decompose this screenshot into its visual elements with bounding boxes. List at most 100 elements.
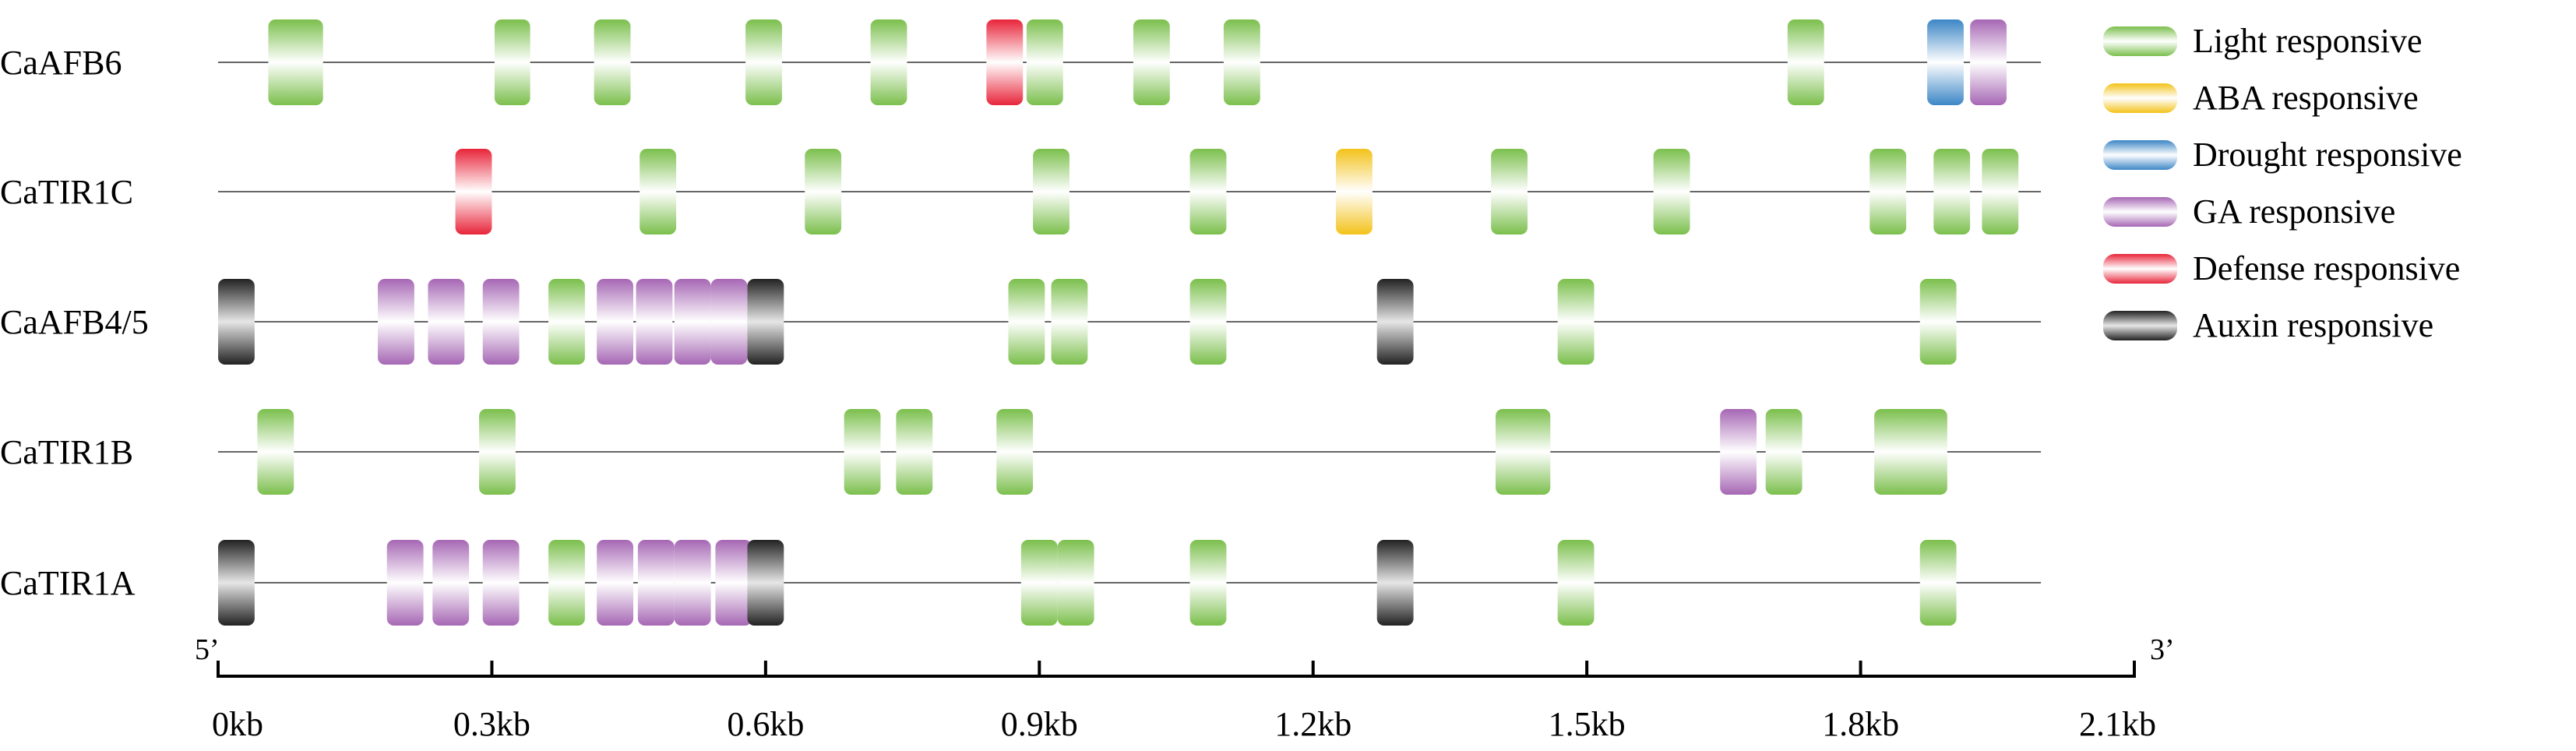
gene-name: CaTIR1C: [0, 173, 133, 211]
axis-tick-label: 1.2kb: [1274, 705, 1351, 743]
axis-tick-label: 1.8kb: [1822, 705, 1899, 743]
element-light: [996, 409, 1034, 495]
element-ga: [378, 279, 414, 365]
element-ga: [482, 279, 520, 365]
element-light: [1026, 19, 1063, 105]
legend-item: Defense responsive: [2103, 249, 2460, 287]
element-light: [805, 149, 842, 234]
element-light: [1033, 149, 1070, 234]
element-defense: [455, 149, 492, 234]
axis-tick-label: 0.9kb: [1001, 705, 1078, 743]
legend-label: Drought responsive: [2193, 136, 2462, 174]
axis-tick-label: 0.3kb: [453, 705, 530, 743]
gene-name: CaAFB4/5: [0, 303, 149, 341]
legend-label: Defense responsive: [2193, 249, 2460, 287]
gene-track: CaAFB6: [0, 19, 2041, 105]
element-auxin: [747, 279, 784, 365]
element-light: [1919, 540, 1957, 626]
element-auxin: [747, 540, 784, 626]
gene-track: CaTIR1A: [0, 540, 2041, 626]
axis-tick-label: 1.5kb: [1549, 705, 1626, 743]
element-light: [1189, 540, 1227, 626]
element-light: [1020, 540, 1058, 626]
axis-tick-label: 2.1kb: [2079, 705, 2156, 743]
element-auxin: [218, 540, 255, 626]
element-light: [745, 19, 782, 105]
element-ga: [1970, 19, 2007, 105]
five-prime-label: 5’: [195, 633, 220, 666]
element-light: [896, 409, 933, 495]
element-light: [1557, 540, 1595, 626]
element-light: [479, 409, 516, 495]
legend-label: GA responsive: [2193, 192, 2395, 231]
element-light: [1982, 149, 2019, 234]
element-light: [268, 19, 323, 105]
element-light: [1189, 149, 1227, 234]
element-light: [1223, 19, 1260, 105]
element-defense: [986, 19, 1024, 105]
legend-swatch-light: [2103, 26, 2177, 56]
element-light: [1496, 409, 1551, 495]
element-light: [1189, 279, 1227, 365]
element-ga: [636, 279, 673, 365]
element-ga: [386, 540, 424, 626]
element-light: [1057, 540, 1094, 626]
legend-swatch-ga: [2103, 197, 2177, 227]
element-ga: [674, 279, 711, 365]
element-light: [1653, 149, 1690, 234]
scale-axis: 0kb 0.3kb 0.6kb 0.9kb 1.2kb 1.5kb 1.8kb 2.1kb 5’…: [195, 633, 2175, 743]
element-light: [1869, 149, 1907, 234]
legend-swatch-aba: [2103, 83, 2177, 113]
element-ga: [432, 540, 470, 626]
element-ga: [597, 540, 633, 626]
element-ga: [674, 540, 711, 626]
axis-tick-label: 0kb: [212, 705, 263, 743]
three-prime-label: 3’: [2150, 633, 2175, 666]
legend-swatch-auxin: [2103, 311, 2177, 340]
element-light: [594, 19, 631, 105]
axis-tick-label: 0.6kb: [727, 705, 804, 743]
element-light: [870, 19, 907, 105]
element-ga: [428, 279, 465, 365]
element-light: [1933, 149, 1971, 234]
legend-item: GA responsive: [2103, 192, 2395, 231]
element-ga: [597, 279, 633, 365]
element-drought: [1927, 19, 1964, 105]
legend: Light responsive ABA responsive Drought re…: [2103, 22, 2462, 344]
element-light: [257, 409, 294, 495]
element-auxin: [218, 279, 255, 365]
element-aba: [1336, 149, 1373, 234]
legend-label: Auxin responsive: [2193, 306, 2433, 344]
gene-tracks: CaAFB6 CaTIR1C CaAFB4/5 CaTIR1B CaTIR1A: [0, 19, 2041, 626]
element-light: [1133, 19, 1170, 105]
element-light: [548, 279, 585, 365]
gene-name: CaAFB6: [0, 44, 122, 82]
element-light: [1491, 149, 1528, 234]
element-light: [1557, 279, 1595, 365]
legend-swatch-drought: [2103, 140, 2177, 170]
element-light: [1765, 409, 1802, 495]
gene-track: CaTIR1B: [0, 409, 2041, 495]
gene-track: CaTIR1C: [0, 149, 2041, 234]
legend-item: Auxin responsive: [2103, 306, 2433, 344]
gene-name: CaTIR1B: [0, 433, 133, 471]
element-ga: [482, 540, 520, 626]
element-light: [1008, 279, 1045, 365]
element-light: [1051, 279, 1088, 365]
element-light: [844, 409, 881, 495]
element-ga: [715, 540, 752, 626]
element-light: [548, 540, 585, 626]
legend-label: ABA responsive: [2193, 79, 2419, 117]
element-light: [640, 149, 677, 234]
gene-track: CaAFB4/5: [0, 279, 2041, 365]
element-ga: [710, 279, 748, 365]
element-light: [1874, 409, 1947, 495]
element-ga: [637, 540, 675, 626]
legend-swatch-defense: [2103, 254, 2177, 284]
element-light: [1787, 19, 1824, 105]
element-light: [494, 19, 530, 105]
legend-item: Drought responsive: [2103, 136, 2462, 174]
gene-name: CaTIR1A: [0, 564, 136, 602]
legend-item: Light responsive: [2103, 22, 2423, 60]
